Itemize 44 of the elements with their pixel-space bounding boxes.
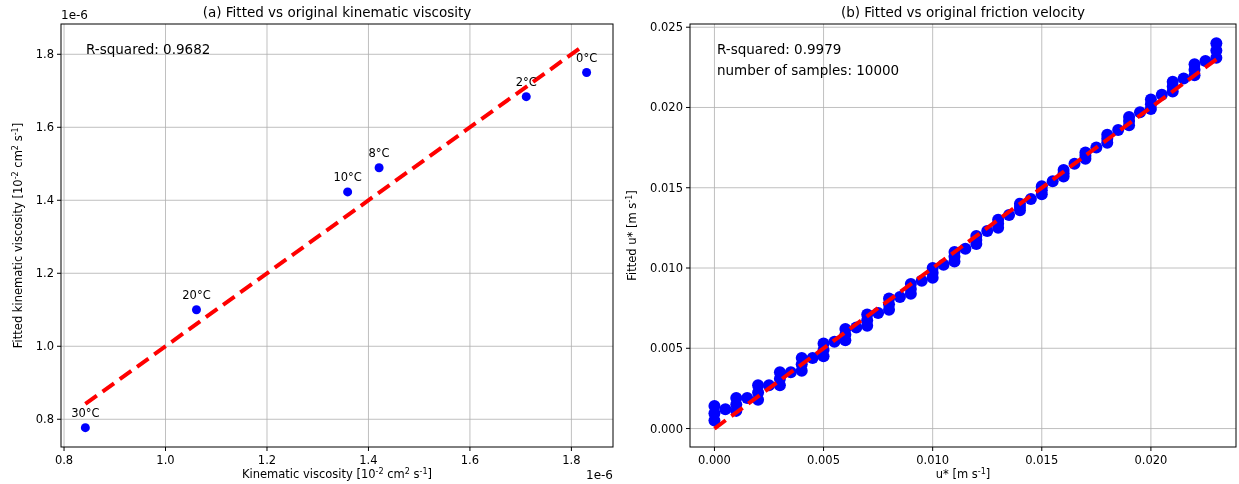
annotation: R-squared: 0.9682	[86, 41, 211, 57]
text: 1e-6	[61, 8, 88, 22]
text: 1e-6	[586, 468, 613, 482]
x-tick-label: 0.000	[697, 453, 731, 467]
annotation: 2°C	[515, 74, 537, 89]
point	[582, 68, 592, 78]
x-tick-label: 0.010	[916, 453, 950, 467]
annotation: 8°C	[368, 145, 390, 160]
y-tick-label: 0.000	[650, 421, 683, 436]
x-axis-title: Kinematic viscosity [10$^{-2}$ cm$^{2}$ s$^{-1}$]	[241, 466, 433, 481]
y-tick-label: 1.8	[35, 47, 54, 62]
y-tick-label: 0.020	[650, 100, 683, 115]
y-tick-label: 0.025	[650, 20, 683, 35]
y-tick-label: 1.4	[35, 193, 54, 208]
chart-title: (a) Fitted vs original kinematic viscosity	[202, 4, 472, 20]
y-tick-label: 0.8	[35, 412, 54, 427]
chart-title: (b) Fitted vs original friction velocity	[840, 4, 1086, 20]
annotation: 30°C	[71, 405, 100, 420]
x-tick-label: 1.8	[562, 453, 581, 467]
x-tick-label: 1.6	[460, 453, 480, 467]
y-tick-label: 1.6	[35, 120, 54, 135]
y-tick-label: 0.010	[650, 261, 683, 276]
x-tick-label: 1.2	[257, 453, 277, 467]
annotation: number of samples: 10000	[717, 62, 900, 78]
annotation: 10°C	[333, 169, 362, 184]
annotation: 0°C	[576, 50, 598, 65]
x-axis-title: u* [m s$^{-1}$]	[935, 466, 991, 481]
x-tick-label: 0.015	[1025, 453, 1059, 467]
point	[80, 423, 90, 433]
y-tick-label: 1.2	[35, 266, 54, 281]
point	[521, 92, 531, 102]
x-tick-label: 0.8	[54, 453, 74, 467]
annotation: 20°C	[182, 287, 211, 302]
annotation: R-squared: 0.9979	[717, 41, 842, 57]
y-tick-label: 0.015	[650, 180, 683, 195]
y-tick-label: 1.0	[35, 339, 54, 354]
point	[191, 305, 201, 315]
x-tick-label: 0.020	[1134, 453, 1168, 467]
point	[343, 187, 353, 197]
x-tick-label: 1.4	[359, 453, 378, 467]
x-tick-label: 0.005	[807, 453, 841, 467]
x-tick-label: 1.0	[156, 453, 175, 467]
y-tick-label: 0.005	[650, 341, 683, 356]
point	[374, 163, 384, 173]
